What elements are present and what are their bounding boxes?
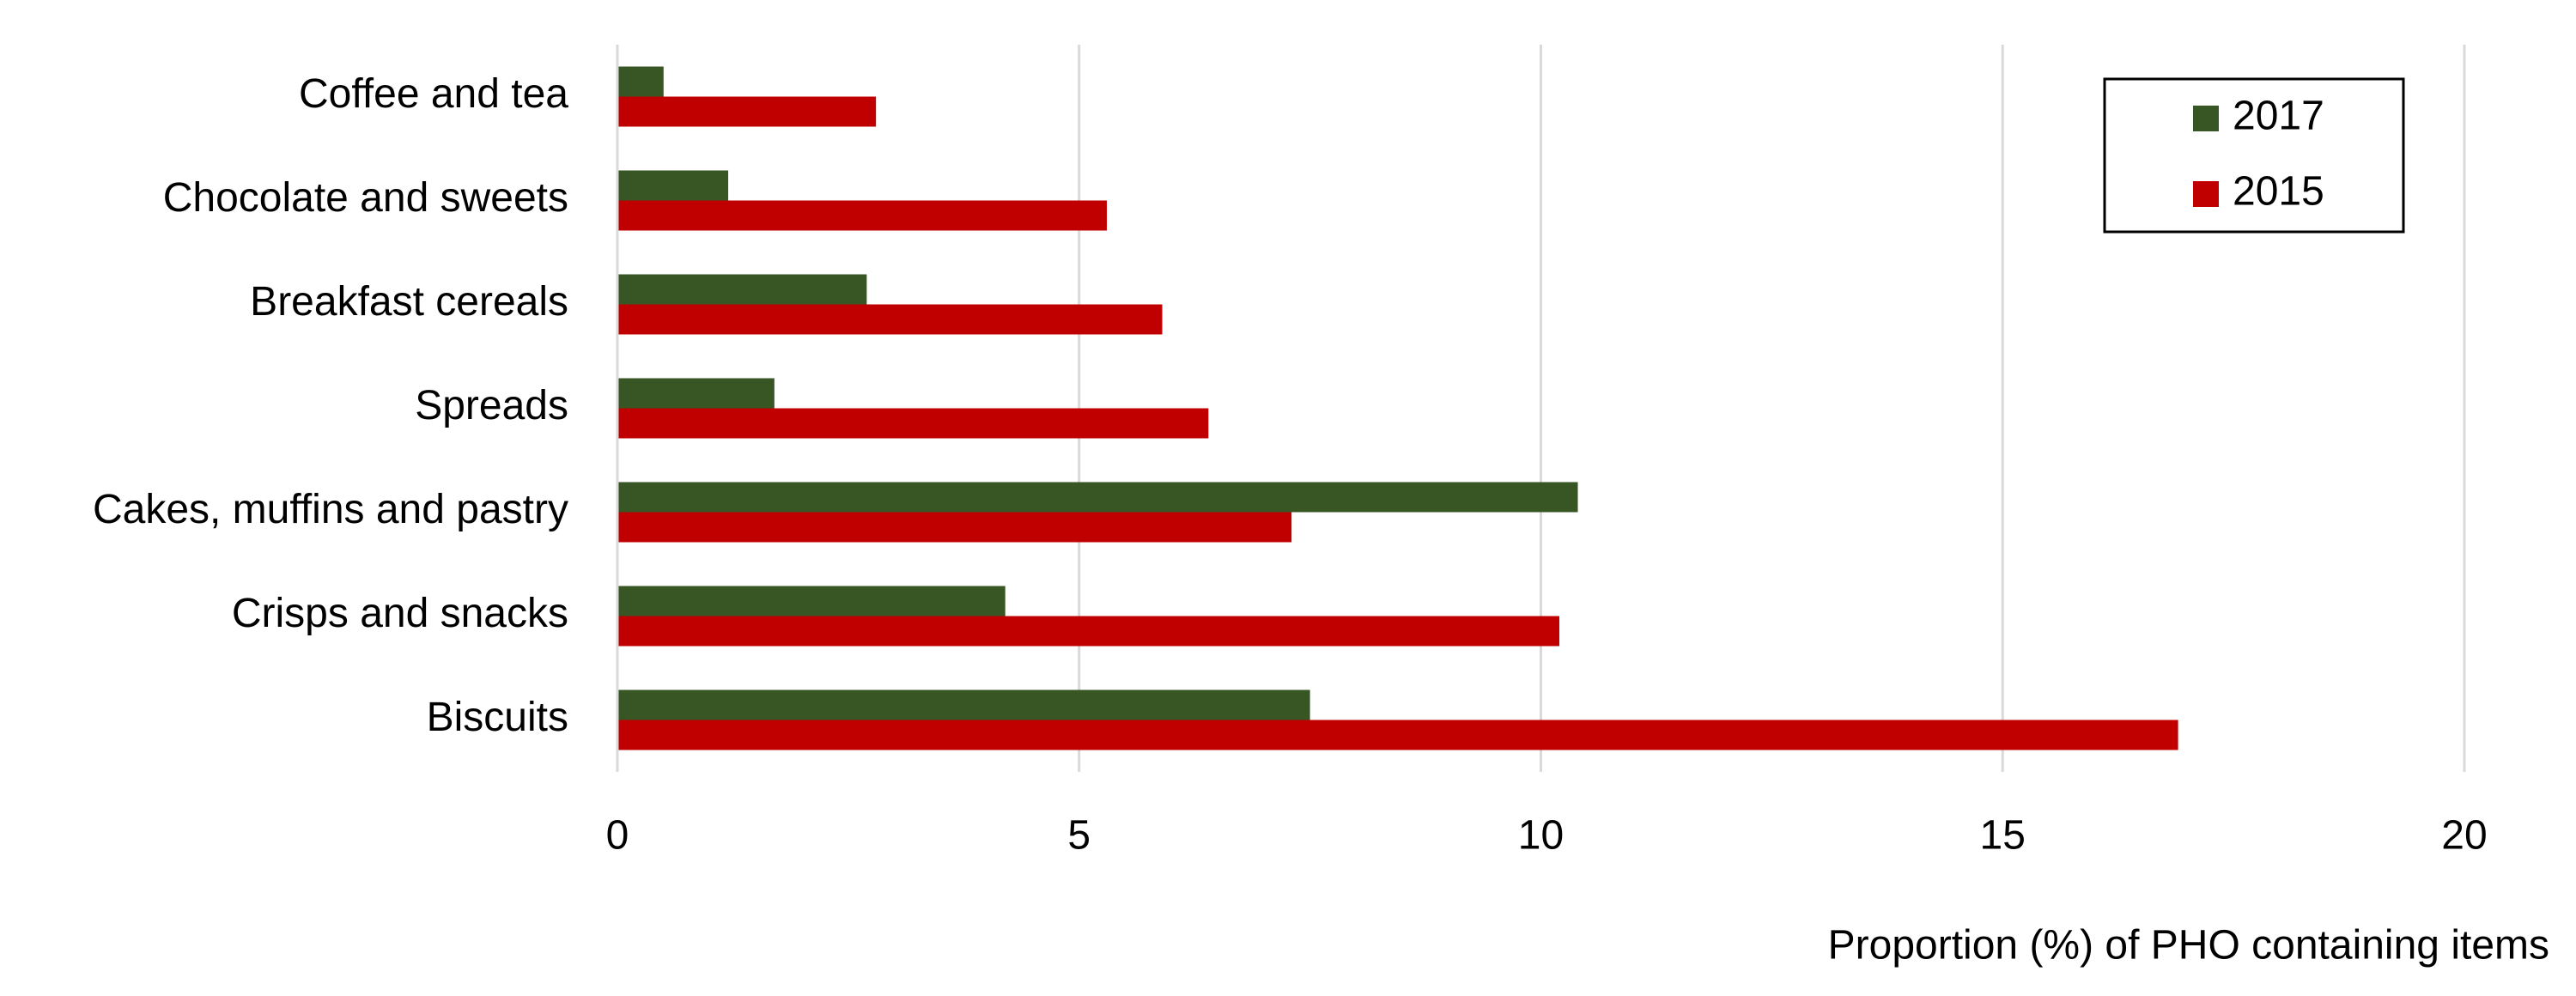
x-tick-label: 10 xyxy=(1518,813,1564,859)
legend-swatch xyxy=(2193,181,2219,207)
y-tick-label: Coffee and tea xyxy=(299,71,568,117)
bar xyxy=(617,66,664,97)
y-tick-label: Spreads xyxy=(415,383,568,428)
y-tick-label: Cakes, muffins and pastry xyxy=(93,487,568,532)
bar xyxy=(617,200,1108,231)
bar xyxy=(617,378,775,409)
y-tick-label: Crisps and snacks xyxy=(232,591,568,636)
bar xyxy=(617,616,1560,647)
bar xyxy=(617,482,1578,513)
bar xyxy=(617,720,2178,750)
bar xyxy=(617,274,867,305)
legend-label: 2015 xyxy=(2233,169,2324,215)
x-tick-label: 15 xyxy=(1980,813,2026,859)
x-tick-label: 0 xyxy=(606,813,629,859)
x-tick-label: 20 xyxy=(2441,813,2487,859)
y-tick-label: Biscuits xyxy=(427,695,568,740)
bar xyxy=(617,586,1005,616)
bar xyxy=(617,96,877,127)
x-tick-label: 5 xyxy=(1067,813,1091,859)
y-tick-label: Chocolate and sweets xyxy=(163,175,568,221)
legend-label: 2017 xyxy=(2233,94,2324,139)
x-axis-title: Proportion (%) of PHO containing items xyxy=(1828,923,2549,969)
bar xyxy=(617,304,1163,335)
legend-swatch xyxy=(2193,106,2219,131)
y-tick-label: Breakfast cereals xyxy=(250,279,568,325)
bar xyxy=(617,689,1310,720)
bar xyxy=(617,512,1292,543)
bar xyxy=(617,170,729,201)
bar xyxy=(617,408,1209,439)
legend-box xyxy=(2103,77,2405,234)
